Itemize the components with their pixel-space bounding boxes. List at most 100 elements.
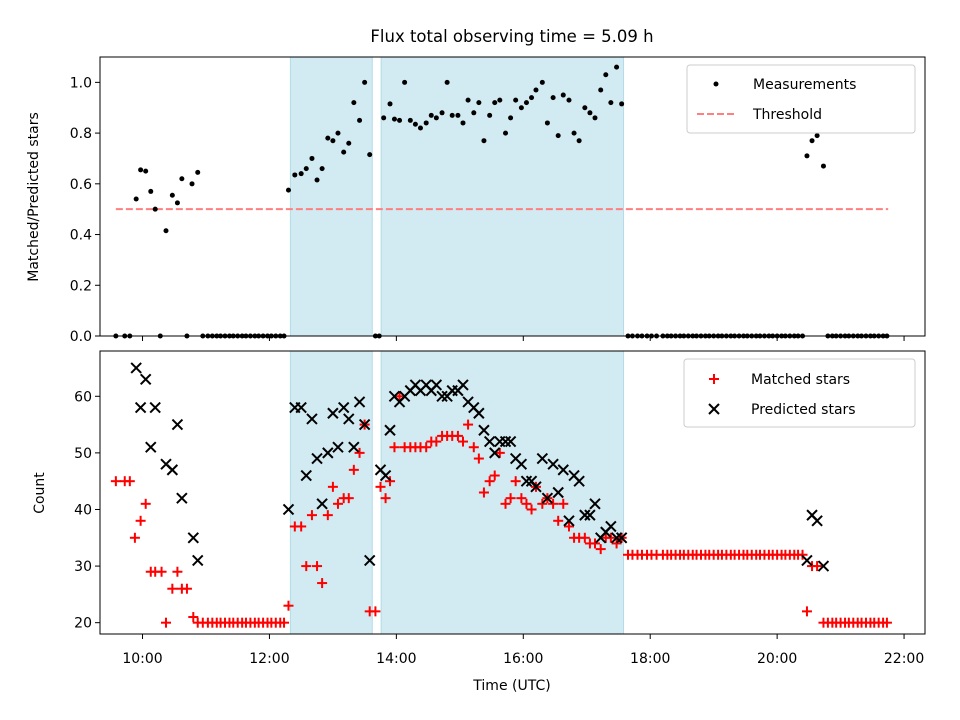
matched-star-point	[500, 498, 511, 509]
predicted-star-point	[615, 532, 628, 544]
matched-star-point	[348, 464, 359, 475]
y-tick-label: 1.0	[70, 75, 92, 91]
measurement-point	[518, 105, 524, 111]
predicted-star-point	[332, 441, 344, 453]
matched-star-point	[140, 498, 151, 509]
measurement-point	[820, 163, 826, 169]
legend-measurements-marker	[713, 81, 719, 87]
predicted-star-point	[605, 520, 617, 533]
matched-star-point	[296, 521, 307, 532]
matched-star-point	[124, 476, 135, 487]
predicted-star-point	[801, 554, 813, 567]
matched-star-point	[129, 532, 140, 543]
shaded-interval	[380, 56, 625, 337]
matched-star-point	[468, 442, 479, 453]
y-tick-label: 0.4	[70, 228, 92, 244]
x-tick-label: 20:00	[757, 651, 797, 667]
matched-star-point	[505, 493, 516, 504]
predicted-star-point	[379, 469, 392, 482]
x-tick-label: 16:00	[503, 651, 543, 667]
measurement-point	[576, 138, 582, 144]
predicted-star-point	[811, 515, 823, 527]
measurement-point	[285, 187, 291, 193]
matched-star-point	[812, 561, 823, 572]
y-tick-label: 60	[74, 389, 92, 405]
y-tick-label: 40	[74, 502, 92, 518]
predicted-star-point	[166, 464, 179, 476]
measurement-point	[423, 120, 429, 126]
matched-star-point	[375, 481, 386, 492]
matched-star-point	[306, 510, 317, 521]
predicted-star-point	[573, 475, 585, 487]
matched-star-point	[343, 493, 354, 504]
predicted-star-point	[584, 509, 596, 521]
predicted-star-point	[457, 379, 469, 391]
matched-star-point	[484, 476, 495, 487]
predicted-star-point	[384, 424, 396, 436]
measurement-point	[362, 79, 368, 85]
legend-matched-label: Matched stars	[751, 372, 850, 388]
bottom-legend: Matched stars Predicted stars	[683, 358, 916, 428]
measurement-point	[319, 166, 325, 172]
measurement-point	[487, 112, 493, 118]
measurement-point	[555, 133, 561, 139]
predicted-star-point	[436, 390, 448, 402]
matched-star-point	[553, 515, 564, 526]
measurement-point	[614, 64, 620, 70]
measurement-point	[325, 135, 331, 141]
predicted-star-point	[311, 452, 323, 465]
measurement-point	[179, 176, 185, 182]
predicted-star-point	[348, 441, 360, 453]
measurement-point	[387, 101, 393, 107]
matched-star-point	[881, 617, 892, 628]
matched-star-point	[452, 430, 463, 441]
matched-star-point	[421, 442, 432, 453]
bottom-y-axis-label: Count	[32, 472, 48, 514]
matched-star-point	[181, 583, 192, 594]
measurement-point	[809, 138, 815, 144]
predicted-star-point	[473, 407, 485, 419]
y-tick-label: 50	[74, 446, 92, 462]
matched-star-point	[563, 521, 574, 532]
measurement-point	[529, 95, 535, 101]
matched-star-point	[431, 436, 442, 447]
measurement-point	[814, 133, 820, 139]
matched-star-point	[317, 578, 328, 589]
measurement-point	[417, 125, 423, 131]
matched-star-point	[332, 498, 343, 509]
shaded-interval	[289, 56, 373, 337]
predicted-star-point	[364, 554, 376, 567]
matched-star-point	[797, 549, 808, 560]
matched-star-point	[548, 498, 559, 509]
bottom-panel: 20 30 40 50 60 10:00 12:00 14:00 16:00 18:00 20:0…	[32, 350, 926, 694]
measurement-point	[492, 100, 498, 106]
matched-star-point	[526, 504, 537, 515]
predicted-star-point	[430, 379, 443, 391]
matched-star-point	[590, 538, 600, 549]
predicted-star-point	[149, 401, 161, 414]
matched-star-point	[394, 391, 405, 402]
measurement-point	[381, 115, 387, 121]
measurement-point	[481, 138, 487, 144]
measurement-point	[309, 155, 315, 161]
shaded-interval	[289, 350, 373, 635]
predicted-star-point	[504, 435, 517, 448]
x-tick-label: 12:00	[249, 651, 289, 667]
measurement-point	[391, 116, 397, 122]
matched-star-point	[385, 476, 396, 487]
predicted-star-point	[343, 413, 355, 425]
measurement-point	[138, 167, 144, 173]
predicted-star-point	[358, 418, 371, 431]
measurement-point	[471, 110, 477, 116]
measurement-point	[465, 97, 471, 103]
matched-star-point	[312, 561, 323, 572]
measurement-point	[523, 100, 529, 106]
matched-star-point	[283, 600, 294, 611]
measurement-point	[367, 152, 373, 158]
bottom-axes-frame	[99, 350, 926, 635]
measurement-point	[330, 138, 336, 144]
matched-star-point	[188, 612, 199, 623]
predicted-star-point	[589, 498, 601, 510]
matched-star-point	[110, 476, 121, 487]
